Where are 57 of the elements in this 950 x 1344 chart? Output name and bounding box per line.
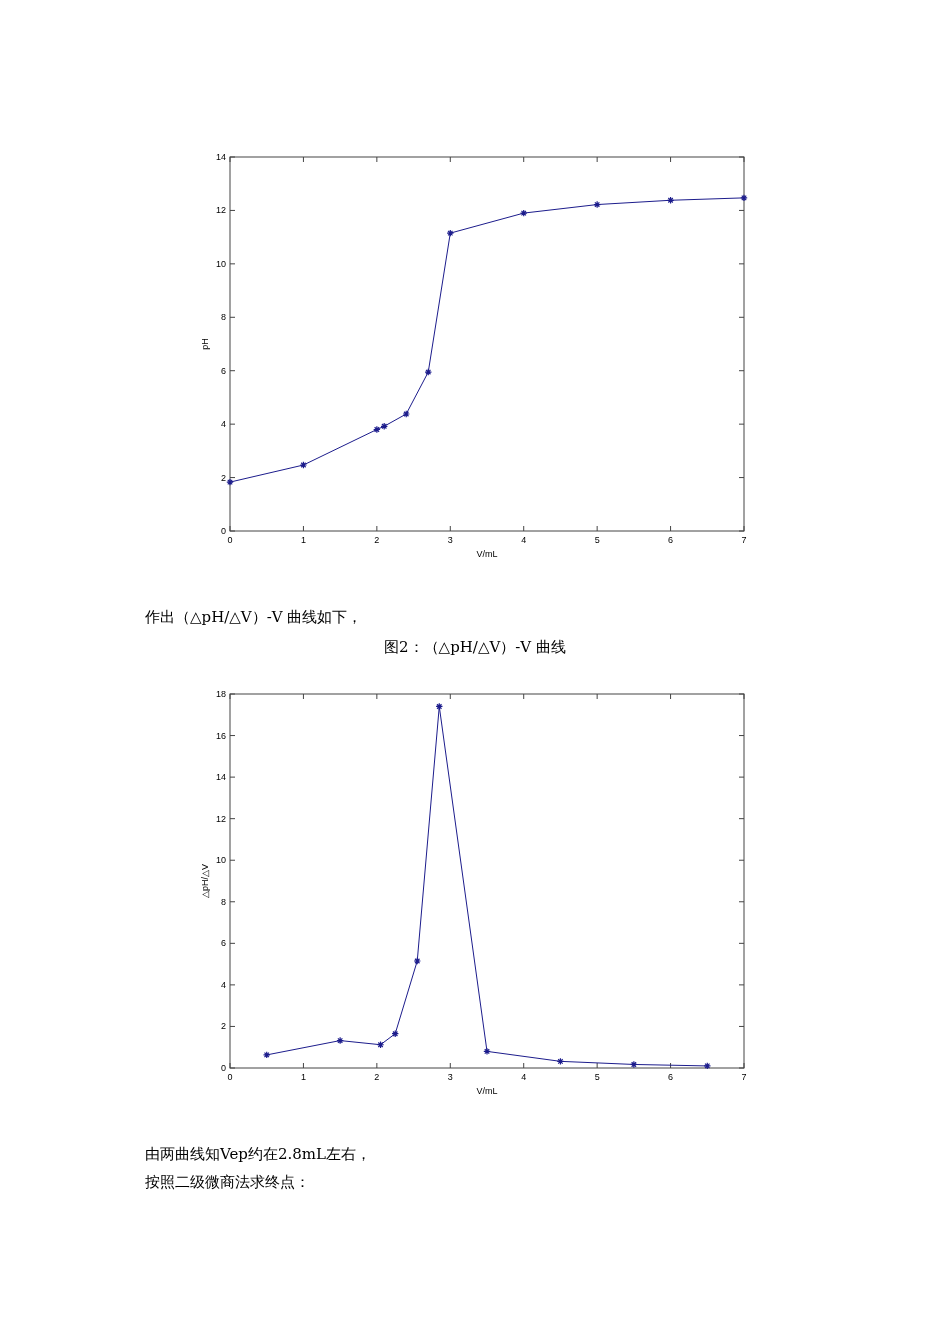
- x-tick-label: 0: [227, 535, 233, 545]
- y-tick-label: 8: [220, 312, 226, 323]
- y-tick-label: 14: [215, 772, 226, 783]
- point: [556, 1057, 565, 1066]
- x-tick-label: 5: [594, 535, 600, 545]
- point: [630, 1060, 638, 1069]
- y-tick-label: 18: [215, 689, 226, 699]
- x-tick-label: 6: [668, 1072, 674, 1082]
- point: [391, 1029, 400, 1038]
- point: [424, 368, 433, 376]
- point: [376, 1040, 385, 1049]
- y-tick-label: 0: [220, 1063, 226, 1073]
- point: [413, 957, 422, 965]
- point: [519, 209, 528, 217]
- x-tick-label: 7: [741, 1072, 747, 1082]
- y-axis-title: △pH/△V: [200, 863, 210, 899]
- x-tick-label: 1: [300, 535, 306, 545]
- y-tick-label: 12: [215, 813, 226, 824]
- y-tick-label: 10: [215, 855, 226, 866]
- x-tick-label: 1: [300, 1072, 306, 1082]
- x-tick-label: 7: [741, 535, 747, 545]
- x-axis-title: V/mL: [476, 1086, 498, 1096]
- y-tick-label: 14: [215, 152, 226, 162]
- x-tick-label: 4: [521, 535, 527, 545]
- y-tick-label: 10: [215, 258, 226, 269]
- point: [593, 200, 601, 209]
- y-tick-label: 6: [220, 938, 226, 949]
- x-tick-label: 3: [447, 535, 453, 545]
- x-tick-label: 6: [668, 535, 674, 545]
- y-tick-label: 16: [215, 730, 226, 741]
- y-tick-label: 2: [220, 1021, 226, 1032]
- text: 按照二级微商法求终点：: [145, 1173, 310, 1191]
- x-tick-label: 4: [521, 1072, 527, 1082]
- y-tick-label: 0: [220, 526, 226, 536]
- x-tick-label: 2: [374, 1072, 380, 1082]
- y-tick-label: 12: [215, 205, 226, 216]
- point: [336, 1036, 344, 1045]
- y-tick-label: 2: [220, 472, 226, 483]
- text: 作出（△pH/△V）-V 曲线如下，: [144, 608, 363, 626]
- text: 由两曲线知Vep约在2.8mL左右，: [145, 1145, 371, 1163]
- point: [435, 702, 444, 711]
- chart-title: 图2：（△pH/△V）-V 曲线: [384, 638, 566, 656]
- x-tick-label: 0: [227, 1072, 233, 1082]
- y-axis-title: pH: [200, 338, 210, 350]
- x-tick-label: 3: [447, 1072, 453, 1082]
- y-tick-label: 6: [220, 365, 226, 376]
- x-tick-label: 5: [594, 1072, 600, 1082]
- point: [402, 410, 411, 418]
- x-axis-title: V/mL: [476, 549, 498, 559]
- point: [446, 229, 455, 237]
- x-tick-label: 2: [374, 535, 380, 545]
- point: [299, 461, 308, 469]
- y-tick-label: 4: [220, 979, 226, 990]
- point: [483, 1047, 491, 1056]
- y-tick-label: 8: [220, 896, 226, 907]
- y-tick-label: 4: [220, 419, 226, 430]
- point: [666, 196, 675, 205]
